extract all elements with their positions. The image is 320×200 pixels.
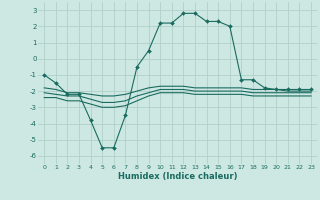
X-axis label: Humidex (Indice chaleur): Humidex (Indice chaleur) xyxy=(118,172,237,181)
